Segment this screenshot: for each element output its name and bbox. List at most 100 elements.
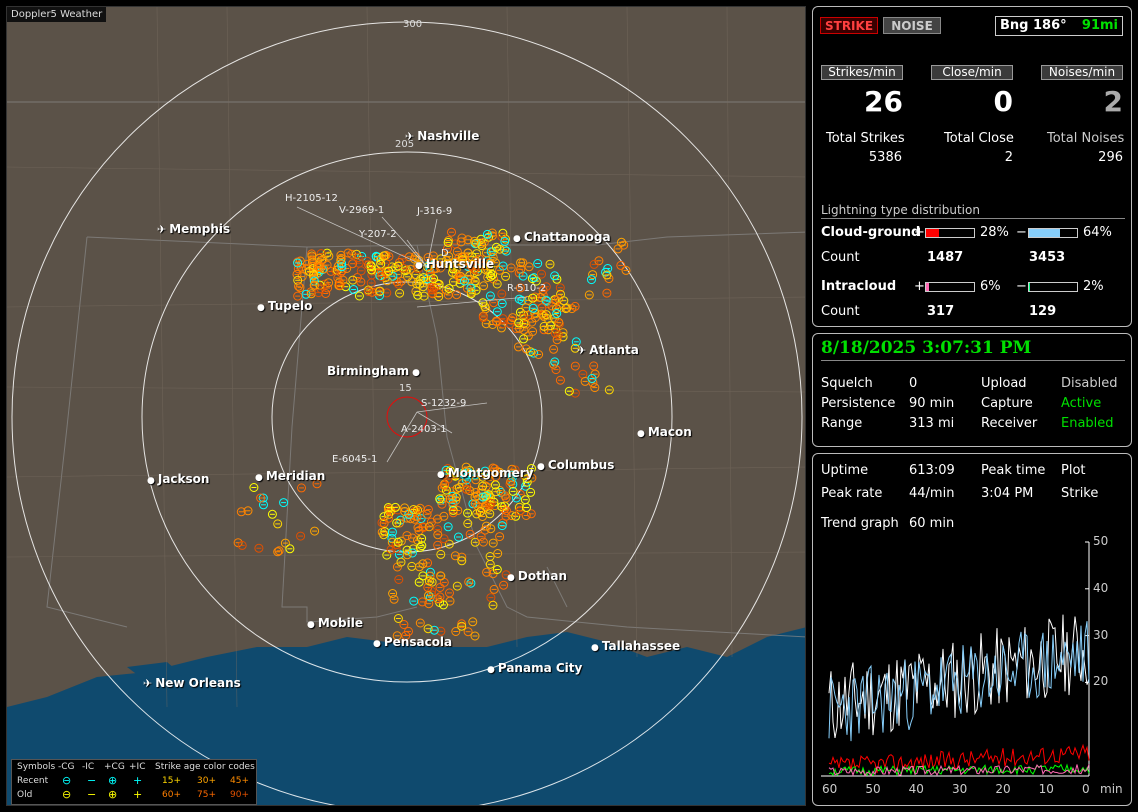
city-chattanooga: ● Chattanooga bbox=[513, 230, 611, 244]
strike-marker bbox=[409, 596, 419, 606]
strike-marker bbox=[602, 288, 612, 298]
x-tick-label: 60 bbox=[822, 782, 838, 796]
strike-marker bbox=[384, 513, 393, 523]
strike-marker bbox=[501, 570, 511, 580]
strike-marker bbox=[470, 265, 480, 275]
map-title: Doppler5 Weather bbox=[7, 7, 107, 22]
strike-marker bbox=[322, 260, 332, 270]
range-ring-label-r15: 15 bbox=[399, 383, 412, 394]
strike-marker bbox=[482, 567, 492, 577]
strike-marker bbox=[389, 594, 399, 604]
strike-marker bbox=[550, 271, 560, 281]
strike-marker bbox=[495, 265, 505, 275]
strike-marker bbox=[236, 507, 246, 517]
strike-marker bbox=[537, 303, 547, 313]
x-tick-label: 20 bbox=[995, 782, 1011, 796]
strike-marker bbox=[433, 514, 442, 524]
city-dot-icon: ● bbox=[412, 368, 420, 378]
city-panama-city: ● Panama City bbox=[487, 661, 582, 675]
strike-marker bbox=[356, 266, 366, 276]
distance-value: 91mi bbox=[1081, 18, 1118, 33]
plot-label: Plot bbox=[1061, 463, 1086, 478]
strike-marker bbox=[256, 493, 266, 503]
strike-marker bbox=[515, 283, 525, 293]
strike-marker bbox=[433, 540, 443, 550]
peak-rate-label: Peak rate bbox=[821, 486, 883, 501]
strike-marker bbox=[436, 626, 446, 636]
strike-marker bbox=[324, 251, 334, 261]
strike-marker bbox=[463, 627, 473, 637]
strike-marker bbox=[571, 337, 581, 347]
strike-marker bbox=[485, 509, 495, 519]
strike-marker bbox=[501, 506, 511, 516]
strike-marker bbox=[414, 526, 424, 536]
strike-marker bbox=[445, 466, 455, 476]
strike-marker bbox=[495, 486, 505, 495]
strike-marker bbox=[356, 277, 366, 287]
city-label: Jackson bbox=[157, 472, 210, 486]
upload-label: Upload bbox=[981, 376, 1027, 391]
cg-positive-bar bbox=[925, 228, 975, 238]
peak-rate-value: 44/min bbox=[909, 486, 955, 501]
city-dot-icon: ● bbox=[437, 470, 445, 480]
strike-marker bbox=[448, 508, 458, 518]
ic-count-label: Count bbox=[821, 304, 860, 319]
strike-marker bbox=[407, 548, 417, 558]
strike-marker bbox=[492, 317, 502, 327]
strike-marker bbox=[541, 295, 551, 305]
y-tick-label: 40 bbox=[1093, 580, 1109, 595]
strike-marker bbox=[388, 589, 398, 598]
strike-marker bbox=[471, 285, 481, 295]
strike-marker bbox=[400, 507, 410, 516]
strike-marker bbox=[487, 231, 497, 241]
strike-marker bbox=[433, 525, 443, 534]
storm-cell-label: S-1232-9 bbox=[421, 398, 467, 409]
city-nashville: ✈ Nashville bbox=[405, 129, 479, 143]
strike-marker bbox=[450, 551, 460, 561]
cell-track-lines bbox=[296, 206, 528, 463]
strike-button[interactable]: STRIKE bbox=[820, 17, 878, 34]
range-label: Range bbox=[821, 416, 863, 431]
strike-marker bbox=[273, 547, 283, 557]
radar-map[interactable]: Doppler5 Weather 300 205 15 ✈ Nashville ● Cha… bbox=[6, 6, 806, 806]
strike-marker bbox=[524, 262, 534, 272]
strike-marker bbox=[392, 518, 402, 528]
legend-age-label: Strike age color codes bbox=[155, 762, 255, 772]
legend-age-45: 45+ bbox=[230, 776, 249, 786]
cg-negative-count: 3453 bbox=[1029, 250, 1066, 265]
strike-marker bbox=[249, 483, 259, 492]
close-min-value: 0 bbox=[993, 85, 1013, 118]
strike-marker bbox=[377, 272, 387, 282]
strike-marker bbox=[424, 591, 433, 601]
strike-marker bbox=[455, 278, 465, 288]
strike-marker bbox=[363, 287, 373, 296]
strike-marker bbox=[417, 534, 427, 543]
strike-marker bbox=[348, 259, 358, 269]
strike-marker bbox=[485, 559, 495, 569]
strike-marker bbox=[448, 505, 458, 515]
strike-marker bbox=[321, 289, 331, 298]
city-label: Memphis bbox=[169, 222, 231, 236]
strike-marker bbox=[384, 266, 394, 276]
strike-marker bbox=[470, 631, 480, 641]
city-dot-icon: ● bbox=[507, 573, 515, 583]
strike-marker bbox=[520, 495, 530, 505]
strike-marker bbox=[537, 269, 546, 279]
plot-value: Strike bbox=[1061, 486, 1099, 501]
airport-icon: ✈ bbox=[157, 223, 167, 236]
strike-marker bbox=[457, 556, 467, 566]
city-label: New Orleans bbox=[155, 676, 241, 690]
strike-marker bbox=[394, 575, 404, 584]
strike-marker bbox=[377, 527, 387, 537]
strike-marker bbox=[514, 318, 524, 328]
strike-marker bbox=[310, 526, 320, 536]
strike-marker bbox=[485, 291, 495, 301]
strike-marker bbox=[466, 578, 476, 588]
strike-marker bbox=[558, 332, 568, 342]
noise-button[interactable]: NOISE bbox=[883, 17, 941, 34]
strike-marker bbox=[445, 588, 454, 598]
strike-marker bbox=[424, 522, 434, 532]
city-new-orleans: ✈ New Orleans bbox=[143, 676, 241, 690]
strike-marker bbox=[448, 264, 458, 274]
strike-marker bbox=[402, 545, 412, 555]
